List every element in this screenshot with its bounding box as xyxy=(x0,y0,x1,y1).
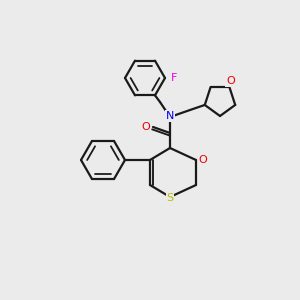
Text: O: O xyxy=(142,122,150,132)
Text: F: F xyxy=(171,73,177,83)
Text: O: O xyxy=(226,76,235,86)
Text: N: N xyxy=(166,111,174,121)
Text: O: O xyxy=(199,155,207,165)
Text: S: S xyxy=(167,193,174,203)
